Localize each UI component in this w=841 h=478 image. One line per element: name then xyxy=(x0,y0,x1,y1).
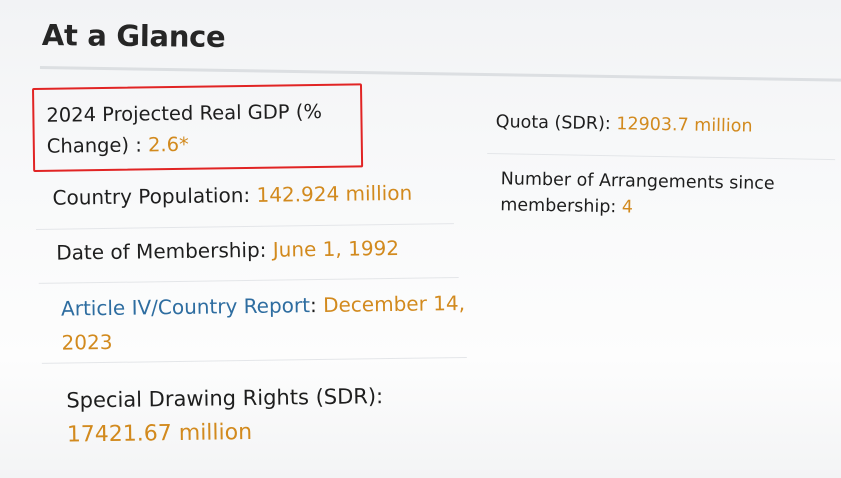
sdr-value: 17421.67 million xyxy=(66,419,253,448)
quota-value: 12903.7 million xyxy=(616,114,753,137)
membership-date-label: Date of Membership: xyxy=(56,237,273,265)
arrangements-label: Number of Arrangements since membership: xyxy=(500,169,775,218)
membership-date-value: June 1, 1992 xyxy=(272,235,400,262)
heading-divider xyxy=(39,66,841,82)
population-label: Country Population: xyxy=(52,182,257,210)
gdp-value: 2.6* xyxy=(147,132,189,157)
arrangements-value: 4 xyxy=(621,197,634,218)
right-facts-column: Quota (SDR): 12903.7 million Number of A… xyxy=(486,108,840,222)
arrangements-fact: Number of Arrangements since membership:… xyxy=(486,154,817,222)
article-iv-fact: Article IV/Country Report: December 14, … xyxy=(40,277,467,364)
article-iv-separator: : xyxy=(309,292,324,318)
quota-fact: Quota (SDR): 12903.7 million xyxy=(487,108,836,161)
article-iv-link[interactable]: Article IV/Country Report xyxy=(60,293,311,321)
left-facts-column: 2024 Projected Real GDP (% Change) : 2.6… xyxy=(32,82,482,448)
membership-date-fact: Date of Membership: June 1, 1992 xyxy=(37,224,459,284)
section-heading: At a Glance xyxy=(41,18,226,54)
population-fact: Country Population: 142.924 million xyxy=(35,170,454,230)
gdp-fact-highlighted: 2024 Projected Real GDP (% Change) : 2.6… xyxy=(32,83,364,172)
sdr-label: Special Drawing Rights (SDR): xyxy=(66,384,384,413)
quota-label: Quota (SDR): xyxy=(495,112,617,135)
sdr-fact: Special Drawing Rights (SDR): 17421.67 m… xyxy=(44,358,475,447)
population-value: 142.924 million xyxy=(256,180,413,207)
